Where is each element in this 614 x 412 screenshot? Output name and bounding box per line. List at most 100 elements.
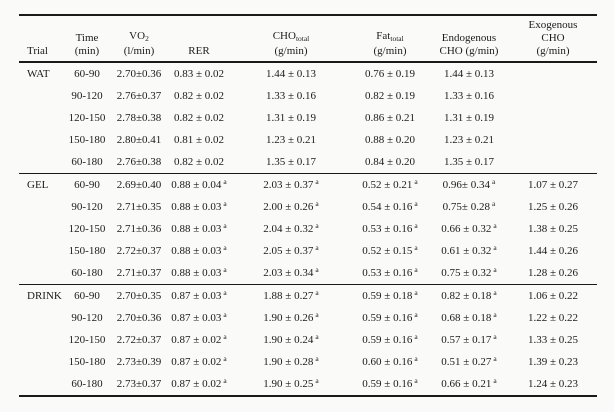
cell-rer: 0.88 ± 0.03 a [171,243,227,257]
significance-marker: a [493,265,497,274]
cell-cho: 1.90 ± 0.26 a [263,310,319,324]
cell-vo2: 2.70±0.36 [116,312,162,324]
column-header-trial: Trial [27,45,48,57]
cell-fat: 0.54 ± 0.16 a [362,199,418,213]
cell-endo: 0.75 ± 0.32 a [441,265,497,279]
cell-endo: 0.51 ± 0.27 a [441,354,497,368]
trial-label: WAT [27,68,50,80]
cell-rer: 0.82 ± 0.02 [173,112,225,124]
significance-marker: a [493,243,497,252]
cell-exo: 1.33 ± 0.25 [527,334,579,346]
cell-fat: 0.59 ± 0.16 a [362,332,418,346]
cell-exo: 1.07 ± 0.27 [527,179,579,191]
cell-vo2: 2.76±0.37 [116,90,162,102]
cell-time: 60-90 [74,179,100,191]
table-row: 60-180 2.76±0.38 0.82 ± 0.02 1.35 ± 0.17 0.8… [19,151,597,174]
cell-exo: 1.24 ± 0.23 [527,378,579,390]
significance-marker: a [315,310,319,319]
table-row: 150-180 2.72±0.37 0.88 ± 0.03 a 2.05 ± 0.37 a… [19,240,597,262]
significance-marker: a [414,199,418,208]
table-row: 60-180 2.73±0.37 0.87 ± 0.02 a 1.90 ± 0.25 a 0… [19,373,597,396]
cell-rer: 0.82 ± 0.02 [173,90,225,102]
significance-marker: a [223,354,227,363]
cell-time: 60-180 [71,378,103,390]
significance-marker: a [414,288,418,297]
cell-endo: 0.66 ± 0.21 a [441,376,497,390]
cell-cho: 1.23 ± 0.21 [265,134,317,146]
cell-vo2: 2.72±0.37 [116,245,162,257]
significance-marker: a [491,177,496,186]
table-row: WAT 60-90 2.70±0.36 0.83 ± 0.02 1.44 ± 0.13 0… [19,62,597,85]
cell-endo: 0.66 ± 0.32 a [441,221,497,235]
table-header: Trial Time (min) VO2 (l/min) RER CHOtotal (g/mi… [19,15,597,62]
cell-time: 90-120 [71,201,103,213]
cell-time: 60-90 [74,68,100,80]
cell-time: 150-180 [68,245,106,257]
significance-marker: a [223,177,227,186]
table-row: 120-150 2.72±0.37 0.87 ± 0.02 a 1.90 ± 0.24 a… [19,329,597,351]
cell-time: 60-180 [71,267,103,279]
significance-marker: a [223,332,227,341]
cell-endo: 0.61 ± 0.32 a [441,243,497,257]
significance-marker: a [315,177,319,186]
significance-marker: a [414,310,418,319]
cell-vo2: 2.73±0.39 [116,356,162,368]
cell-exo [509,85,597,107]
table-row: 150-180 2.80±0.41 0.81 ± 0.02 1.23 ± 0.21 0.… [19,129,597,151]
cell-fat: 0.84 ± 0.20 [364,156,416,168]
cell-vo2: 2.71±0.35 [116,201,162,213]
table-row: 150-180 2.73±0.39 0.87 ± 0.02 a 1.90 ± 0.28 a… [19,351,597,373]
cell-time: 150-180 [68,134,106,146]
significance-marker: a [414,177,418,186]
cell-cho: 2.03 ± 0.37 a [263,177,319,191]
column-header-exo: Exogenous CHO (g/min) [528,19,578,57]
significance-marker: a [493,354,497,363]
cell-time: 60-180 [71,156,103,168]
cell-rer: 0.87 ± 0.03 a [171,310,227,324]
table-row: 60-180 2.71±0.37 0.88 ± 0.03 a 2.03 ± 0.34 a 0… [19,262,597,285]
significance-marker: a [414,354,418,363]
significance-marker: a [315,288,319,297]
significance-marker: a [414,376,418,385]
significance-marker: a [315,243,319,252]
significance-marker: a [315,332,319,341]
column-header-rer: RER [188,45,210,57]
significance-marker: a [493,288,497,297]
table-row: 90-120 2.70±0.36 0.87 ± 0.03 a 1.90 ± 0.26 a 0… [19,307,597,329]
cell-cho: 1.35 ± 0.17 [265,156,317,168]
cell-fat: 0.53 ± 0.16 a [362,221,418,235]
cell-rer: 0.87 ± 0.02 a [171,332,227,346]
cell-endo: 1.31 ± 0.19 [443,112,495,124]
cell-fat: 0.82 ± 0.19 [364,90,416,102]
cell-cho: 2.03 ± 0.34 a [263,265,319,279]
cell-fat: 0.59 ± 0.16 a [362,376,418,390]
cell-cho: 1.90 ± 0.24 a [263,332,319,346]
cell-vo2: 2.69±0.40 [116,179,162,191]
cell-fat: 0.86 ± 0.21 [364,112,416,124]
cell-fat: 0.52 ± 0.21 a [362,177,418,191]
cell-vo2: 2.80±0.41 [116,134,162,146]
cell-rer: 0.87 ± 0.02 a [171,376,227,390]
cell-time: 120-150 [68,334,106,346]
cell-fat: 0.52 ± 0.15 a [362,243,418,257]
cell-endo: 1.44 ± 0.13 [443,68,495,80]
cell-fat: 0.53 ± 0.16 a [362,265,418,279]
cell-rer: 0.82 ± 0.02 [173,156,225,168]
cell-fat: 0.76 ± 0.19 [364,68,416,80]
cell-fat: 0.59 ± 0.16 a [362,310,418,324]
cell-vo2: 2.70±0.36 [116,68,162,80]
cell-endo: 0.68 ± 0.18 a [441,310,497,324]
cell-cho: 2.04 ± 0.32 a [263,221,319,235]
significance-marker: a [315,376,319,385]
significance-marker: a [223,243,227,252]
cell-time: 90-120 [71,312,103,324]
column-header-fat: Fattotal (g/min) [373,30,407,57]
cell-cho: 2.05 ± 0.37 a [263,243,319,257]
cell-endo: 0.75± 0.28 a [442,199,496,213]
significance-marker: a [223,265,227,274]
cell-exo: 1.38 ± 0.25 [527,223,579,235]
cell-fat: 0.60 ± 0.16 a [362,354,418,368]
cell-cho: 1.33 ± 0.16 [265,90,317,102]
cell-exo: 1.39 ± 0.23 [527,356,579,368]
